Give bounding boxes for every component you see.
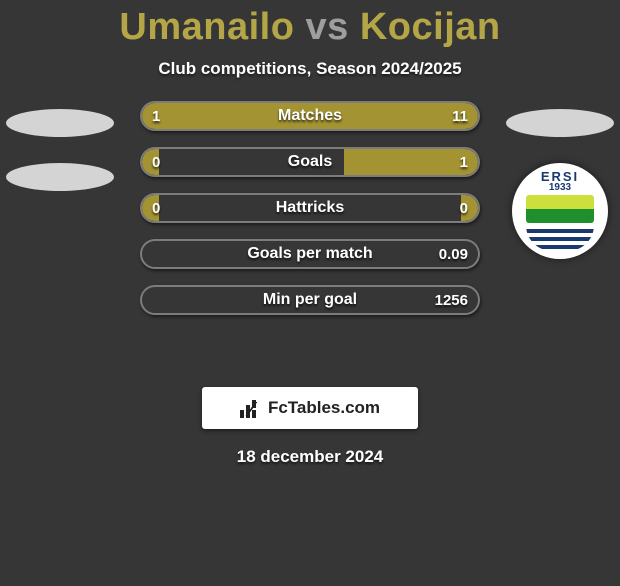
brand-text: FcTables.com bbox=[268, 398, 380, 418]
stat-row: 111Matches bbox=[140, 101, 480, 131]
player1-name: Umanailo bbox=[119, 6, 294, 48]
bar-fill-right bbox=[169, 103, 478, 129]
bar-label: Goals per match bbox=[142, 241, 478, 267]
bar-label: Hattricks bbox=[142, 195, 478, 221]
subtitle: Club competitions, Season 2024/2025 bbox=[0, 59, 620, 79]
left-placeholder-2 bbox=[6, 163, 114, 191]
bar-value-left bbox=[142, 241, 162, 267]
bar-value-left: 0 bbox=[142, 149, 170, 175]
vs-text: vs bbox=[306, 6, 349, 48]
bar-value-left bbox=[142, 287, 162, 313]
bar-value-left: 0 bbox=[142, 195, 170, 221]
bar-value-right: 0 bbox=[450, 195, 478, 221]
brand-box: FcTables.com bbox=[202, 387, 418, 429]
comparison-title: Umanailo vs Kocijan bbox=[0, 6, 620, 49]
left-player-column bbox=[0, 109, 120, 217]
stat-row: 1256Min per goal bbox=[140, 285, 480, 315]
badge-mid-stripe bbox=[526, 195, 593, 223]
left-placeholder-1 bbox=[6, 109, 114, 137]
comparison-arena: ERSI 1933 111Matches01Goals00Hattricks0.… bbox=[0, 109, 620, 369]
bar-value-right: 1 bbox=[450, 149, 478, 175]
bar-value-right: 0.09 bbox=[429, 241, 478, 267]
stat-row: 0 0Hattricks bbox=[140, 193, 480, 223]
right-player-column: ERSI 1933 bbox=[500, 109, 620, 259]
stat-row: 01Goals bbox=[140, 147, 480, 177]
stat-row: 0.09Goals per match bbox=[140, 239, 480, 269]
club-badge: ERSI 1933 bbox=[512, 163, 608, 259]
snapshot-date: 18 december 2024 bbox=[0, 447, 620, 467]
player2-name: Kocijan bbox=[360, 6, 501, 48]
badge-year: 1933 bbox=[549, 182, 571, 193]
badge-waves bbox=[526, 225, 593, 251]
bar-value-right: 1256 bbox=[425, 287, 478, 313]
stat-bars: 111Matches01Goals00Hattricks0.09Goals pe… bbox=[140, 101, 480, 331]
bar-value-left: 1 bbox=[142, 103, 170, 129]
bar-value-right: 11 bbox=[442, 103, 478, 129]
right-placeholder-1 bbox=[506, 109, 614, 137]
brand-chart-icon bbox=[240, 398, 262, 418]
